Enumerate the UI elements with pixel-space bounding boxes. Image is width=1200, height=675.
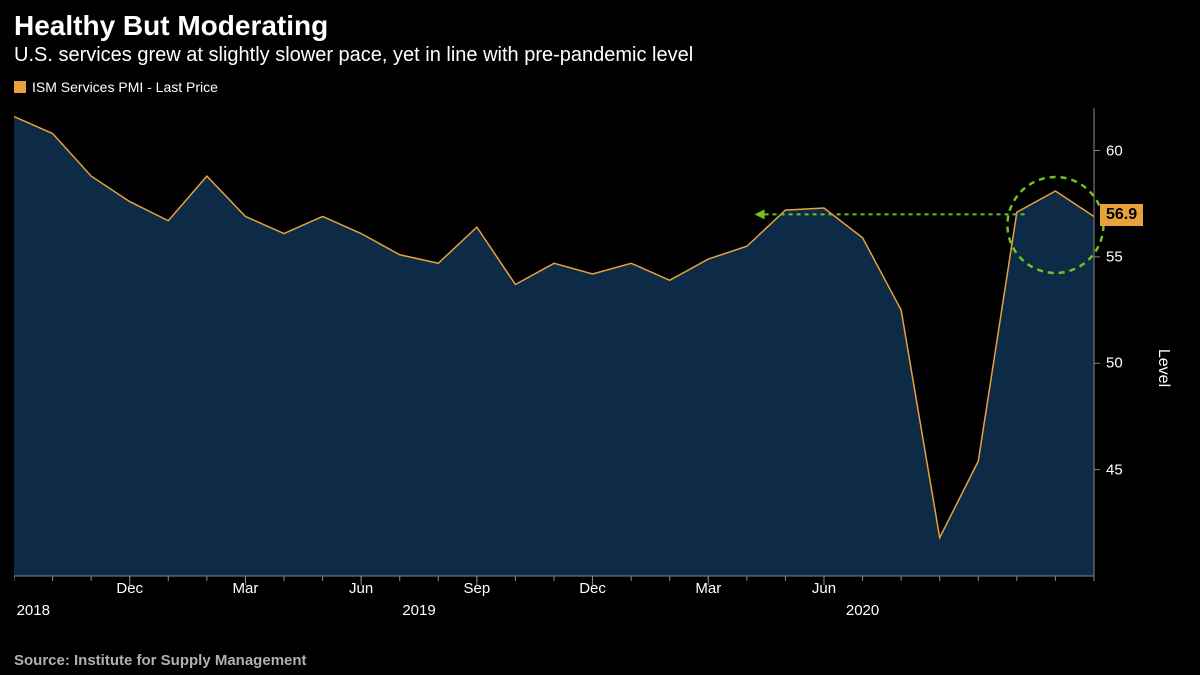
y-axis-title: Level bbox=[1154, 349, 1172, 387]
source-text: Source: Institute for Supply Management bbox=[14, 652, 307, 669]
xtick-month: Jun bbox=[349, 580, 373, 597]
xtick-month: Sep bbox=[463, 580, 490, 597]
xtick-month: Jun bbox=[812, 580, 836, 597]
legend-label: ISM Services PMI - Last Price bbox=[32, 79, 218, 95]
xtick-month: Dec bbox=[116, 580, 143, 597]
xtick-year: 2019 bbox=[402, 602, 435, 619]
xtick-month: Mar bbox=[695, 580, 721, 597]
xtick-month: Dec bbox=[579, 580, 606, 597]
last-value-label: 56.9 bbox=[1100, 204, 1143, 226]
legend-swatch bbox=[14, 81, 26, 93]
chart-svg bbox=[14, 108, 1186, 628]
chart-title: Healthy But Moderating bbox=[0, 0, 1200, 44]
ytick-label: 60 bbox=[1106, 142, 1123, 159]
chart-subtitle: U.S. services grew at slightly slower pa… bbox=[0, 44, 1200, 75]
xtick-year: 2020 bbox=[846, 602, 879, 619]
chart-area: Level 56.9 45 50 55 60 Dec Mar Jun Sep Dec Mar Jun… bbox=[14, 108, 1186, 628]
legend: ISM Services PMI - Last Price bbox=[0, 75, 1200, 95]
ytick-label: 55 bbox=[1106, 248, 1123, 265]
xtick-month: Mar bbox=[233, 580, 259, 597]
ytick-label: 50 bbox=[1106, 355, 1123, 372]
ytick-label: 45 bbox=[1106, 461, 1123, 478]
xtick-year: 2018 bbox=[17, 602, 50, 619]
